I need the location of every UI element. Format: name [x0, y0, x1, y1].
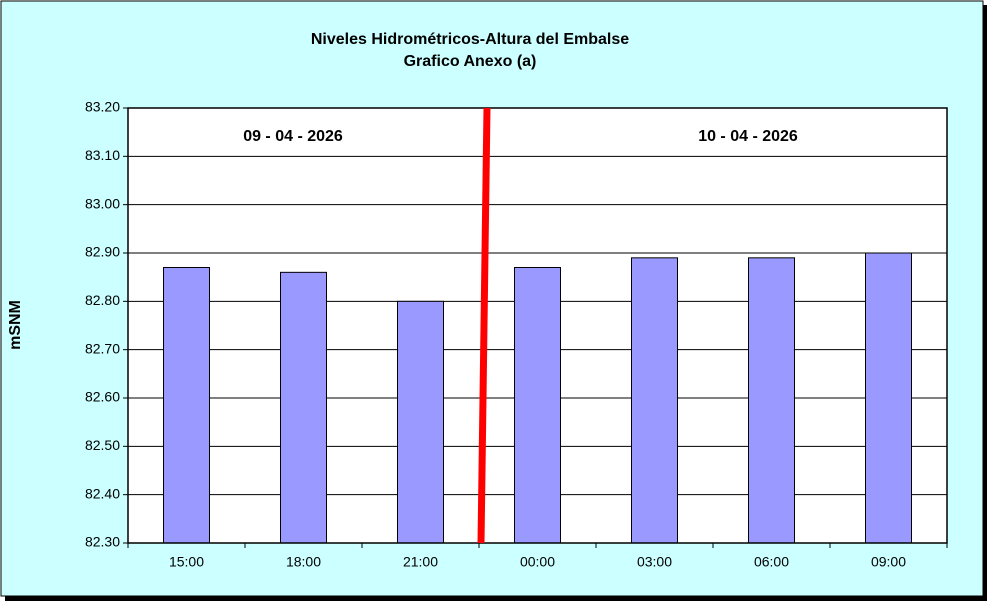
- x-tick-label: 00:00: [520, 554, 555, 570]
- y-tick-label: 82.30: [85, 534, 120, 550]
- chart-subtitle: Grafico Anexo (a): [404, 53, 537, 70]
- date-annotation: 10 - 04 - 2026: [698, 128, 798, 145]
- bar: [865, 252, 912, 544]
- y-tick-label: 82.90: [85, 244, 120, 260]
- x-tick-label: 21:00: [403, 554, 438, 570]
- bar: [514, 267, 561, 544]
- y-tick-label: 82.80: [85, 292, 120, 308]
- y-tick-label: 83.20: [85, 99, 120, 115]
- y-tick-label: 82.50: [85, 437, 120, 453]
- x-tick-label: 15:00: [169, 554, 204, 570]
- x-tick-label: 06:00: [754, 554, 789, 570]
- bar: [631, 257, 678, 544]
- bar: [280, 271, 327, 544]
- y-tick-label: 82.60: [85, 389, 120, 405]
- bar: [397, 300, 444, 544]
- y-tick-label: 82.40: [85, 485, 120, 501]
- x-tick-label: 03:00: [637, 554, 672, 570]
- date-annotation: 09 - 04 - 2026: [243, 128, 343, 145]
- x-tick-label: 09:00: [871, 554, 906, 570]
- y-axis-label: mSNM: [7, 300, 24, 350]
- y-tick-label: 82.70: [85, 340, 120, 356]
- y-tick-label: 83.00: [85, 195, 120, 211]
- x-tick-label: 18:00: [286, 554, 321, 570]
- bar: [748, 257, 795, 544]
- bar: [163, 267, 210, 544]
- plot-border: [127, 107, 948, 544]
- date-divider: [477, 107, 491, 544]
- chart-title: Niveles Hidrométricos-Altura del Embalse: [311, 31, 629, 48]
- y-tick-label: 83.10: [85, 147, 120, 163]
